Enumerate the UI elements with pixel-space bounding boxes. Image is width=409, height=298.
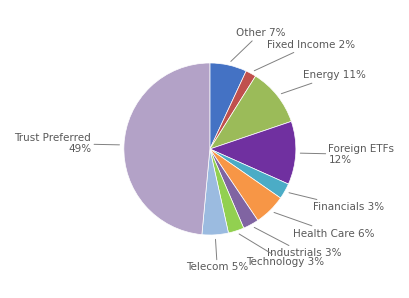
Wedge shape	[210, 149, 288, 198]
Wedge shape	[210, 149, 281, 221]
Wedge shape	[210, 71, 256, 149]
Wedge shape	[210, 76, 291, 149]
Text: Telecom 5%: Telecom 5%	[186, 239, 248, 272]
Text: Energy 11%: Energy 11%	[281, 70, 366, 94]
Text: Industrials 3%: Industrials 3%	[254, 227, 341, 258]
Wedge shape	[210, 121, 296, 184]
Wedge shape	[202, 149, 229, 235]
Text: Foreign ETFs
12%: Foreign ETFs 12%	[300, 144, 394, 165]
Text: Technology 3%: Technology 3%	[239, 234, 324, 267]
Text: Fixed Income 2%: Fixed Income 2%	[254, 40, 355, 71]
Text: Other 7%: Other 7%	[231, 28, 285, 61]
Text: Trust Preferred
49%: Trust Preferred 49%	[15, 133, 119, 154]
Wedge shape	[210, 149, 258, 228]
Text: Health Care 6%: Health Care 6%	[274, 212, 375, 239]
Wedge shape	[210, 63, 246, 149]
Wedge shape	[210, 149, 244, 233]
Text: Financials 3%: Financials 3%	[289, 193, 384, 212]
Wedge shape	[124, 63, 210, 235]
